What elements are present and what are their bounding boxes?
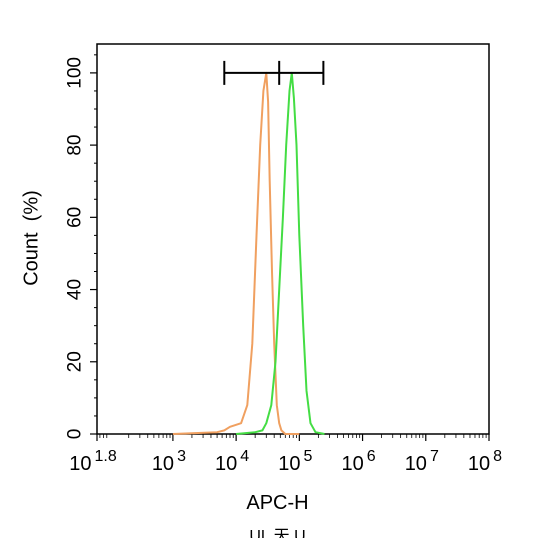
series-group (172, 71, 325, 435)
y-tick-label-100: 100 (65, 57, 86, 89)
y-axis-ticks: 0 20 40 60 80 100 (65, 54, 97, 440)
y-tick-label-20: 20 (65, 351, 86, 372)
x-tick-label-2: 10 4 (215, 448, 249, 475)
x-axis-ticks: 10 1.8 10 3 10 4 10 5 10 6 10 7 10 8 (69, 434, 502, 475)
x-tick-label-6: 10 8 (468, 448, 502, 475)
x-axis-title: APC-H (246, 492, 309, 514)
cutoff-footer-text: UL 天 U (249, 528, 306, 538)
y-tick-label-40: 40 (65, 279, 86, 300)
series-line-1 (236, 71, 325, 435)
y-tick-label-60: 60 (65, 207, 86, 228)
x-tick-label-3: 10 5 (278, 448, 312, 475)
y-tick-label-80: 80 (65, 135, 86, 156)
series-line-0 (172, 71, 300, 435)
x-tick-label-5: 10 7 (405, 448, 439, 475)
x-tick-label-4: 10 6 (341, 448, 375, 475)
gate-marker (223, 60, 325, 85)
x-tick-label-1: 10 3 (152, 448, 186, 475)
y-tick-label-0: 0 (65, 429, 86, 440)
plot-frame (96, 43, 490, 435)
y-axis-title: Count (%) (20, 190, 43, 286)
x-tick-label-0: 10 1.8 (69, 448, 117, 475)
axes-frame (96, 43, 490, 435)
